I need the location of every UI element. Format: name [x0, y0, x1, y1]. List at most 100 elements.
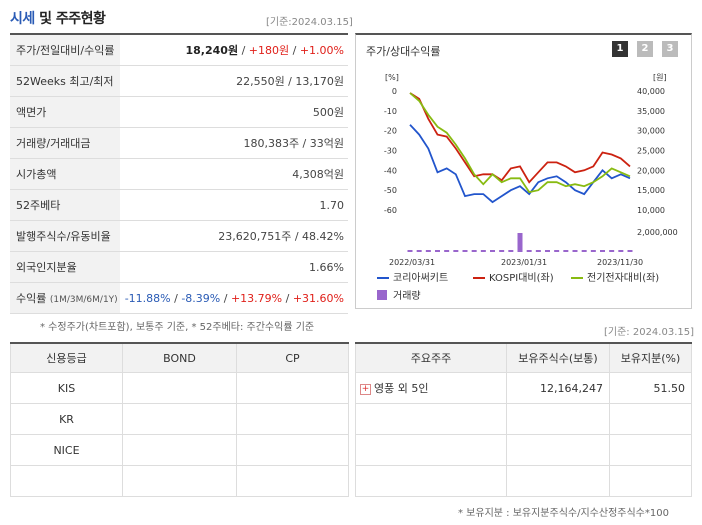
volume-bar [471, 250, 477, 252]
table-row [355, 465, 692, 497]
volume-bar [435, 250, 440, 252]
agency-name: KR [10, 403, 123, 435]
footnote-right: * 보유지분 : 보유지분주식수/지수산정주식수*100 [458, 508, 669, 519]
row-label: 시가총액 [10, 158, 120, 190]
volume-bar [572, 250, 578, 252]
table-row: 수익률 (1M/3M/6M/1Y) -11.88% / -8.39% / +13… [10, 282, 348, 314]
volume-tick-label: 2,000,000 [637, 228, 678, 237]
legend-swatch [473, 277, 485, 279]
table-row: KIS [10, 372, 349, 404]
volume-bar [545, 250, 550, 252]
volume-bar [590, 250, 596, 252]
right-tick-label: 20,000 [637, 166, 665, 175]
legend-swatch [377, 290, 387, 300]
row-value: 1.66% [120, 251, 348, 283]
agency-name: KIS [10, 372, 123, 404]
table-row [10, 465, 349, 497]
left-tick-label: -20 [384, 127, 397, 136]
right-tick-label: 25,000 [637, 147, 665, 156]
bond-cell [122, 403, 237, 435]
right-tick-label: 35,000 [637, 107, 665, 116]
series-line [409, 92, 631, 194]
bond-cell [122, 434, 237, 466]
page-title: 시세 및 주주현황 [10, 11, 106, 27]
volume-bar [609, 250, 615, 252]
expand-plus-icon[interactable]: + [360, 383, 371, 395]
agency-name: NICE [10, 434, 123, 466]
price-change: +180원 [248, 44, 290, 57]
agency-name [10, 465, 123, 497]
volume-bar [480, 250, 486, 252]
x-tick-label: 2023/01/31 [501, 258, 547, 267]
legend-item: KOSPI대비(좌) [489, 272, 554, 284]
left-tick-label: 0 [392, 87, 397, 96]
current-price: 18,240원 [185, 44, 239, 57]
chart-page-3-button[interactable]: 3 [662, 41, 678, 57]
row-label: 액면가 [10, 96, 120, 128]
row-value: 500원 [120, 96, 348, 128]
row-label: 외국인지분율 [10, 251, 120, 283]
legend-item: 전기전자대비(좌) [587, 272, 659, 284]
row-value: 4,308억원 [120, 158, 348, 190]
column-header: 신용등급 [10, 342, 123, 373]
left-axis-unit: [%] [385, 73, 399, 82]
reference-date: [기준:2024.03.15] [266, 17, 353, 28]
left-tick-label: -10 [384, 107, 397, 116]
volume-bar [554, 250, 560, 252]
reference-date-right: [기준: 2024.03.15] [604, 327, 695, 338]
footnote-left: * 수정주가(차트포함), 보통주 기준, * 52주베타: 주간수익률 기준 [40, 322, 315, 333]
column-header: 주요주주 [355, 342, 507, 373]
table-row: NICE [10, 434, 349, 466]
returns-value: -11.88% / -8.39% / +13.79% / +31.60% [120, 282, 348, 314]
table-row: 52주베타 1.70 [10, 189, 348, 221]
volume-bar [490, 250, 495, 252]
volume-bar [517, 233, 523, 252]
cp-cell [236, 372, 349, 404]
volume-bar [618, 250, 624, 252]
legend-swatch [377, 277, 389, 279]
table-row: 거래량/거래대금 180,383주 / 33억원 [10, 127, 348, 159]
left-tick-label: -30 [384, 147, 397, 156]
left-tick-label: -60 [384, 206, 397, 215]
right-tick-label: 30,000 [637, 127, 665, 136]
table-row: 외국인지분율 1.66% [10, 251, 348, 283]
right-tick-label: 15,000 [637, 186, 665, 195]
volume-bar [499, 250, 505, 252]
holder-name[interactable]: 영풍 외 5인 [374, 382, 429, 395]
cp-cell [236, 465, 349, 497]
bond-cell [122, 465, 237, 497]
stock-info-table: 주가/전일대비/수익률 18,240원 / +180원 / +1.00% 52W… [10, 33, 348, 314]
chart-panel: 주가/상대수익률 1 2 3 [355, 33, 692, 309]
row-value: 1.70 [120, 189, 348, 221]
x-tick-label: 2022/03/31 [389, 258, 435, 267]
volume-bar [444, 250, 450, 252]
table-row: 액면가 500원 [10, 96, 348, 128]
cp-cell [236, 434, 349, 466]
table-row: 주가/전일대비/수익률 18,240원 / +180원 / +1.00% [10, 34, 348, 66]
legend-item: 거래량 [393, 290, 421, 302]
holder-pct: 51.50 [609, 372, 692, 404]
column-header: CP [236, 342, 349, 373]
credit-rating-table: 신용등급 BOND CP KIS KR NICE [10, 342, 349, 497]
column-header: 보유주식수(보통) [506, 342, 610, 373]
price-value: 18,240원 / +180원 / +1.00% [120, 34, 348, 66]
table-header-row: 신용등급 BOND CP [10, 342, 349, 373]
left-tick-label: -40 [384, 166, 397, 175]
row-label: 52Weeks 최고/최저 [10, 65, 120, 97]
chart-page-2-button[interactable]: 2 [637, 41, 653, 57]
bond-cell [122, 372, 237, 404]
chart-page-1-button[interactable]: 1 [612, 41, 628, 57]
row-label: 발행주식수/유동비율 [10, 220, 120, 252]
volume-bar [425, 250, 431, 252]
volume-bar [462, 250, 468, 252]
row-label: 수익률 (1M/3M/6M/1Y) [10, 282, 120, 314]
chart-title: 주가/상대수익률 [366, 45, 441, 58]
volume-bar [535, 250, 541, 252]
row-value: 23,620,751주 / 48.42% [120, 220, 348, 252]
right-tick-label: 10,000 [637, 206, 665, 215]
table-row [355, 403, 692, 435]
price-change-pct: +1.00% [299, 44, 344, 57]
row-value: 22,550원 / 13,170원 [120, 65, 348, 97]
volume-bar [563, 250, 569, 252]
series-line [409, 92, 631, 184]
